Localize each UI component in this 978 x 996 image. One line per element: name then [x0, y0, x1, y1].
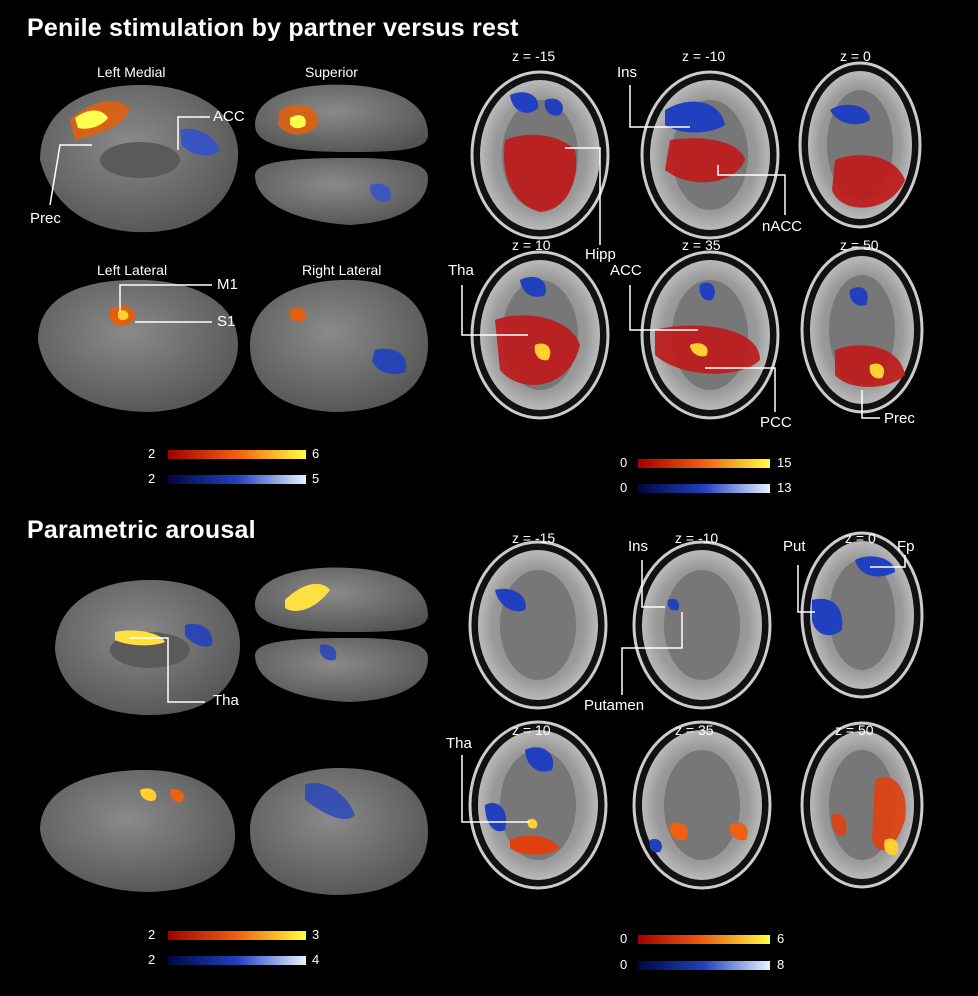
cb-top-slice-warm-max: 15	[777, 455, 792, 470]
ann-tha-bottom: Tha	[446, 735, 472, 752]
ann-nacc: nACC	[762, 218, 803, 235]
ann-ins-bottom: Ins	[628, 538, 649, 555]
bottom-panel-title: Parametric arousal	[27, 516, 256, 544]
slice-label: z = -10	[675, 530, 719, 546]
bottom-surface-colorbar-cool	[168, 956, 306, 965]
cb-bot-surf-warm-min: 2	[148, 927, 156, 942]
ann-prec-surface: Prec	[30, 210, 61, 227]
label-left-medial: Left Medial	[97, 64, 166, 80]
ann-s1: S1	[217, 313, 236, 330]
top-panel-title: Penile stimulation by partner versus res…	[27, 14, 519, 42]
cb-top-surf-warm-min: 2	[148, 446, 156, 461]
cb-bot-slice-warm-max: 6	[777, 931, 785, 946]
cb-bot-slice-warm-min: 0	[620, 931, 628, 946]
slice-label: z = 50	[840, 237, 879, 253]
slice-label: z = 35	[682, 237, 721, 253]
label-left-lateral: Left Lateral	[97, 262, 168, 278]
ann-tha: Tha	[448, 262, 474, 279]
top-slice-colorbar-cool	[638, 484, 770, 493]
ann-hipp: Hipp	[585, 246, 616, 263]
ann-pcc: PCC	[760, 414, 792, 431]
slice-label: z = 35	[675, 722, 714, 738]
top-slice-colorbar-warm	[638, 459, 770, 468]
ann-acc-surface: ACC	[213, 108, 245, 125]
slice-label: z = -15	[512, 48, 556, 64]
cb-bot-slice-cool-max: 8	[777, 957, 785, 972]
slice-label: z = 10	[512, 722, 551, 738]
brain-left-lateral	[38, 279, 238, 412]
slice-label: z = 0	[840, 48, 871, 64]
bottom-surface-brains	[40, 567, 428, 895]
brain-superior-left	[255, 84, 428, 152]
slice-label: z = 50	[835, 722, 874, 738]
ann-put: Put	[783, 538, 806, 555]
top-slice-pointers	[461, 85, 880, 419]
label-superior: Superior	[305, 64, 358, 80]
ann-ins: Ins	[617, 64, 638, 81]
cb-top-slice-warm-min: 0	[620, 455, 628, 470]
cb-top-surf-warm-max: 6	[312, 446, 320, 461]
bottom-surface-colorbar-warm	[168, 931, 306, 940]
cb-top-slice-cool-max: 13	[777, 480, 792, 495]
cb-top-surf-cool-max: 5	[312, 471, 320, 486]
top-surface-colorbar-warm	[168, 450, 306, 459]
brain-right-lateral-2	[250, 768, 428, 895]
ann-tha-surface: Tha	[213, 692, 239, 709]
slice-label: z = -15	[512, 530, 556, 546]
slice-label: z = 10	[512, 237, 551, 253]
brain-superior-right-2	[255, 638, 428, 702]
ann-acc-slice: ACC	[610, 262, 642, 279]
brain-left-lateral-2	[40, 770, 235, 892]
bottom-slice-pointers	[461, 555, 906, 823]
top-surface-pointers	[49, 116, 212, 323]
cb-bot-surf-warm-max: 3	[312, 927, 320, 942]
label-right-lateral: Right Lateral	[302, 262, 382, 278]
ann-m1: M1	[217, 276, 238, 293]
bottom-axial-slices	[468, 531, 924, 890]
bottom-surface-pointers	[130, 637, 205, 703]
brain-superior-right	[255, 158, 428, 225]
brain-superior-left-2	[255, 567, 428, 632]
ann-prec-slice: Prec	[884, 410, 915, 427]
cb-top-slice-cool-min: 0	[620, 480, 628, 495]
slice-label: z = 0	[845, 530, 876, 546]
ann-fp: Fp	[897, 538, 915, 555]
top-surface-colorbar-cool	[168, 475, 306, 484]
brain-right-lateral	[250, 279, 428, 412]
slice-label: z = -10	[682, 48, 726, 64]
top-axial-slices	[470, 61, 924, 420]
top-surface-brains	[38, 84, 428, 412]
bottom-slice-colorbar-cool	[638, 961, 770, 970]
cb-bot-surf-cool-min: 2	[148, 952, 156, 967]
ann-putamen: Putamen	[584, 697, 645, 714]
cb-top-surf-cool-min: 2	[148, 471, 156, 486]
cb-bot-slice-cool-min: 0	[620, 957, 628, 972]
cb-bot-surf-cool-max: 4	[312, 952, 320, 967]
bottom-slice-colorbar-warm	[638, 935, 770, 944]
